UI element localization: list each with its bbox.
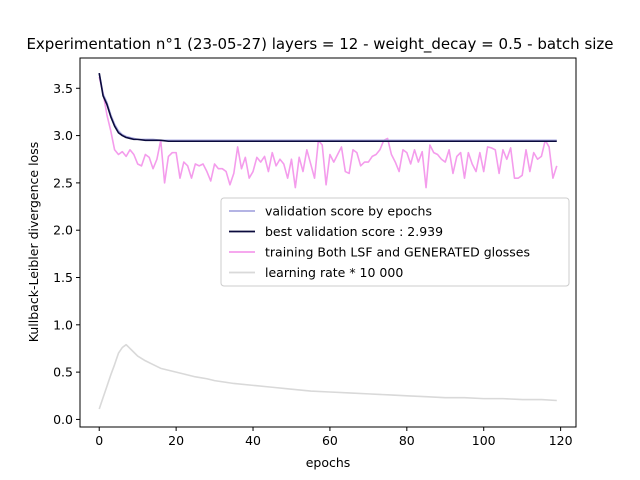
y-tick-label: 2.0 xyxy=(53,223,73,238)
x-tick-label: 80 xyxy=(399,433,415,448)
y-tick-label: 1.0 xyxy=(53,317,73,332)
x-tick-label: 0 xyxy=(95,433,103,448)
y-tick-label: 0.0 xyxy=(53,412,73,427)
x-tick-label: 60 xyxy=(322,433,338,448)
legend-entry-label: best validation score : 2.939 xyxy=(265,224,443,239)
series-line-1 xyxy=(98,73,557,143)
y-axis-label: Kullback-Leibler divergence loss xyxy=(26,142,41,342)
x-tick-label: 20 xyxy=(168,433,184,448)
x-tick-label: 100 xyxy=(472,433,496,448)
y-tick-label: 3.5 xyxy=(53,81,73,96)
series-line-2 xyxy=(98,76,558,189)
legend-entry-label: validation score by epochs xyxy=(265,204,432,219)
y-tick-label: 0.5 xyxy=(53,365,73,380)
legend-box xyxy=(220,197,570,287)
legend: validation score by epochs best validatio… xyxy=(220,197,570,287)
series-line-3 xyxy=(98,343,557,410)
legend-entry-label: learning rate * 10 000 xyxy=(265,265,403,280)
y-tick-label: 2.5 xyxy=(53,175,73,190)
y-tick-label: 1.5 xyxy=(53,270,73,285)
y-axis: 0.0 0.5 1.0 1.5 2.0 2.5 3.0 3.5 xyxy=(53,81,80,427)
chart-title: Experimentation n°1 (23-05-27) layers = … xyxy=(26,35,613,54)
x-tick-label: 120 xyxy=(549,433,573,448)
x-axis-label: epochs xyxy=(306,455,351,470)
plot-area xyxy=(98,72,558,410)
plot-frame xyxy=(79,57,577,428)
legend-entry-label: training Both LSF and GENERATED glosses xyxy=(265,245,530,260)
x-axis: 0 20 40 60 80 100 120 xyxy=(95,427,573,448)
y-tick-label: 3.0 xyxy=(53,128,73,143)
x-tick-label: 40 xyxy=(245,433,261,448)
